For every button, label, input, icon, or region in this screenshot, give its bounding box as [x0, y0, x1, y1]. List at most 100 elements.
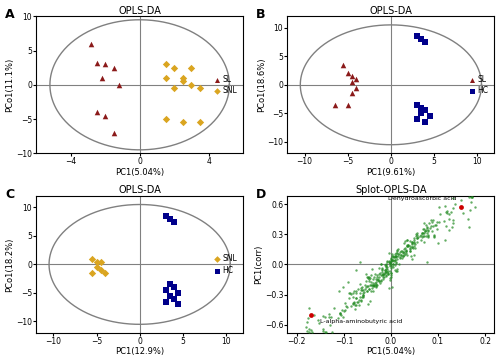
Point	[347, 303, 355, 309]
Point	[413, 239, 421, 245]
Point	[382, 266, 390, 272]
Point	[402, 237, 410, 243]
Point	[397, 252, 405, 258]
Point	[452, 201, 460, 207]
Y-axis label: PCo1(11.1%): PCo1(11.1%)	[6, 58, 15, 112]
Point	[392, 253, 400, 259]
Point	[410, 245, 418, 251]
Point	[386, 263, 394, 269]
Point	[376, 280, 384, 286]
Point	[364, 274, 372, 280]
Text: B: B	[256, 8, 266, 21]
Point	[404, 242, 412, 248]
HC	[413, 33, 421, 39]
Point	[372, 285, 380, 290]
Point	[435, 204, 443, 210]
HC	[417, 110, 425, 116]
Point	[356, 294, 364, 300]
Point	[407, 253, 415, 258]
Point	[382, 273, 390, 278]
Point	[390, 257, 398, 262]
Point	[336, 311, 344, 317]
Point	[381, 268, 389, 273]
Point	[400, 240, 408, 246]
Point	[420, 233, 428, 239]
Point	[465, 224, 473, 230]
SL	[88, 41, 96, 47]
Point	[386, 268, 394, 274]
Point	[382, 273, 390, 278]
Y-axis label: PCo1(18.6%): PCo1(18.6%)	[257, 58, 266, 112]
Point	[374, 277, 382, 283]
Point	[354, 299, 362, 305]
Point	[358, 287, 366, 293]
HC	[422, 39, 430, 45]
HC	[170, 296, 178, 302]
Point	[400, 252, 407, 258]
Point	[350, 299, 358, 305]
SL	[92, 60, 100, 66]
Point	[386, 259, 394, 265]
HC	[413, 102, 421, 108]
Point	[386, 260, 394, 266]
Title: OPLS-DA: OPLS-DA	[118, 5, 161, 16]
Point	[465, 194, 473, 200]
Point	[385, 258, 393, 264]
Point	[375, 278, 383, 284]
Point	[422, 224, 430, 230]
Point	[306, 327, 314, 332]
Point	[378, 267, 386, 273]
HC	[162, 213, 170, 219]
SNL	[188, 82, 196, 88]
Point	[356, 281, 364, 287]
Point	[388, 263, 396, 269]
HC	[422, 108, 430, 113]
Point	[373, 274, 381, 280]
Point	[374, 277, 382, 283]
SL	[101, 62, 109, 67]
Point	[322, 314, 330, 320]
Point	[374, 265, 382, 271]
Y-axis label: PC1(corr): PC1(corr)	[254, 245, 264, 284]
Point	[406, 246, 413, 252]
Point	[382, 268, 390, 274]
Point	[372, 279, 380, 285]
Point	[338, 312, 345, 318]
Point	[359, 287, 367, 293]
Point	[351, 302, 359, 308]
Point	[366, 286, 374, 292]
Point	[359, 292, 367, 298]
X-axis label: PC1(12.9%): PC1(12.9%)	[115, 348, 164, 357]
Point	[344, 295, 352, 301]
SL	[348, 90, 356, 96]
Point	[341, 307, 349, 313]
Point	[376, 270, 384, 276]
Point	[448, 205, 456, 211]
Point	[408, 244, 416, 249]
Point	[373, 273, 381, 278]
Point	[471, 204, 479, 210]
Point	[352, 267, 360, 273]
Point	[436, 211, 444, 217]
Point	[403, 243, 411, 249]
Point	[394, 256, 402, 262]
Point	[416, 233, 424, 239]
HC	[174, 302, 182, 307]
Point	[366, 274, 374, 280]
Point	[393, 247, 401, 253]
Point	[448, 224, 456, 230]
SL	[101, 113, 109, 118]
Point	[391, 254, 399, 260]
Title: OPLS-DA: OPLS-DA	[118, 185, 161, 195]
Point	[428, 219, 436, 225]
Point	[421, 228, 429, 233]
Point	[358, 284, 366, 290]
Point	[408, 256, 416, 262]
HC	[422, 119, 430, 125]
Point	[408, 244, 416, 250]
Point	[352, 289, 360, 294]
Point	[386, 262, 394, 268]
Point	[304, 328, 312, 333]
Point	[399, 249, 407, 255]
Point	[328, 314, 336, 320]
